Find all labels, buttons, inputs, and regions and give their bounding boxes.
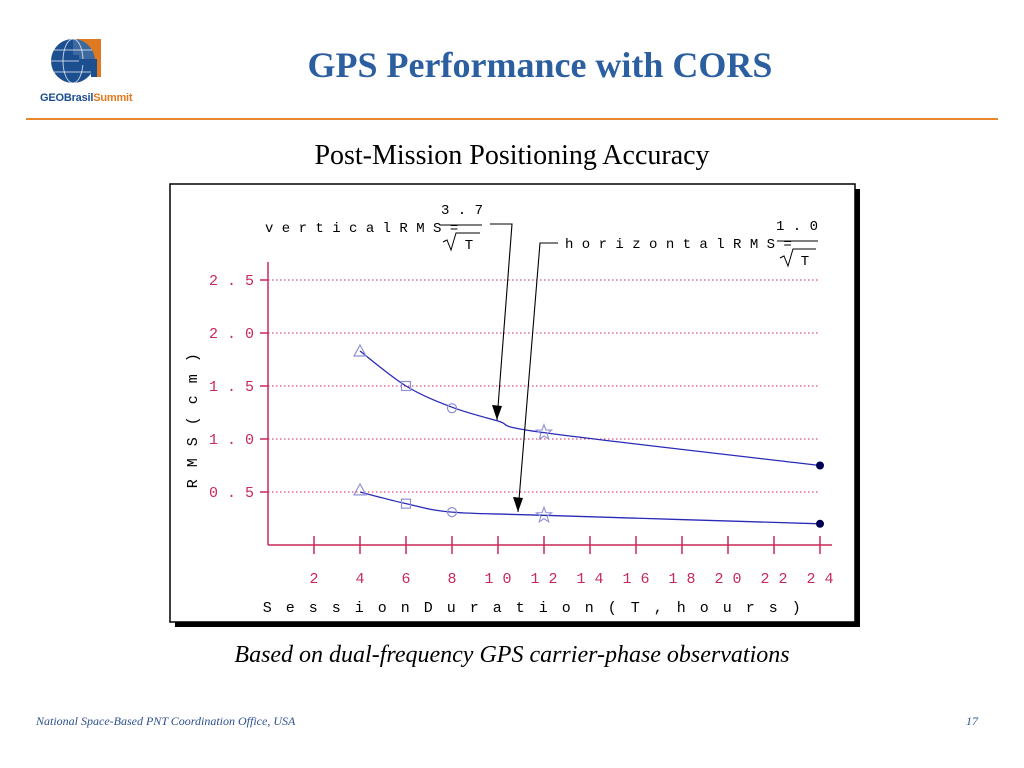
y-tick-label: 0 . 5 [209,485,254,502]
chart-caption: Based on dual-frequency GPS carrier-phas… [234,642,790,668]
horizontal-sqrt-icon [779,248,816,268]
triangle-marker [352,482,368,496]
x-tick-label: 1 6 [622,571,649,588]
x-tick-label: 8 [447,571,456,588]
horizontal-leader-line [517,242,558,513]
logo-text-summit: Summit [93,92,133,104]
horizontal-rms-label: h o r i z o n t a l R M S = [565,237,792,253]
x-tick-label: 2 4 [806,571,833,588]
chart-frame [169,183,856,623]
horizontal-rms-curve [359,491,821,525]
x-tick-label: 2 0 [714,571,741,588]
y-tick-label: 1 . 5 [209,379,254,396]
logo-text-geo: GEOBrasil [40,92,94,104]
x-tick-label: 4 [355,571,364,588]
x-tick-label: 2 [309,571,318,588]
square-marker [400,380,412,392]
y-axis-label: R M S ( c m ) [185,352,202,489]
y-tick-label: 2 . 5 [209,273,254,290]
horizontal-rms-numerator: 1 . 0 [776,219,818,235]
filled-dot-marker [816,519,824,528]
vertical-rms-denominator: T [465,238,473,254]
vertical-rms-numerator: 3 . 7 [441,203,483,219]
vertical-rms-curve [359,350,821,467]
star-marker [534,505,554,524]
circle-marker [446,403,458,414]
x-tick-label: 1 2 [530,571,557,588]
x-tick-label: 6 [401,571,410,588]
filled-dot-marker [816,461,824,470]
horizontal-rms-denominator: T [801,254,809,270]
x-tick-label: 2 2 [760,571,787,588]
logo-wordmark: GEOBrasilSummit [40,92,133,104]
page-number: 17 [966,714,978,728]
slide-title: GPS Performance with CORS [307,45,773,85]
x-tick-label: 1 0 [484,571,511,588]
square-marker [400,498,412,509]
vertical-leader-line [490,223,513,421]
y-tick-label: 2 . 0 [209,326,254,343]
x-tick-label: 1 8 [668,571,695,588]
triangle-marker [352,343,368,357]
vertical-sqrt-icon [442,232,480,252]
vertical-arrowhead-icon [492,405,502,420]
vertical-rms-label: v e r t i c a l R M S = [265,221,458,237]
title-divider [26,118,998,120]
horizontal-arrowhead-icon [513,497,523,512]
y-tick-label: 1 . 0 [209,432,254,449]
x-axis-label: S e s s i o n D u r a t i o n ( T , h o … [263,600,804,617]
chart-subtitle: Post-Mission Positioning Accuracy [314,140,710,171]
x-tick-label: 1 4 [576,571,603,588]
star-marker [534,423,554,441]
footer-organization: National Space-Based PNT Coordination Of… [36,714,296,728]
circle-marker [446,507,458,518]
geobrasil-logo-icon [51,38,101,84]
